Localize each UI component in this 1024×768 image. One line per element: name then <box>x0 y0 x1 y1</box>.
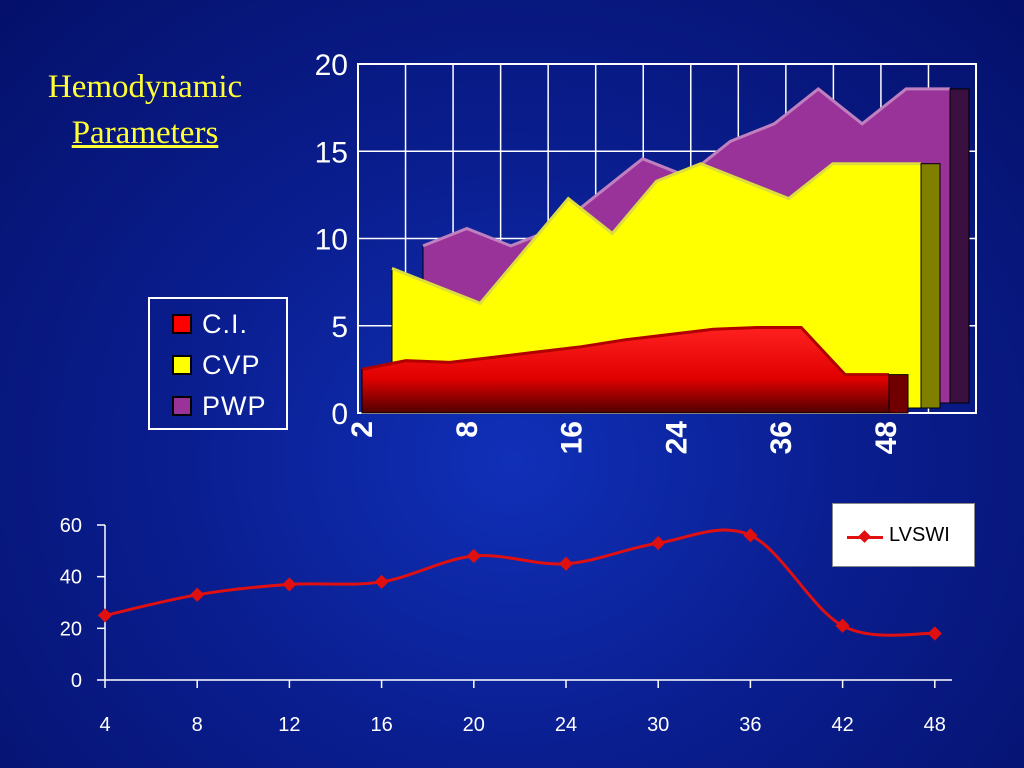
area-y-tick-label: 10 <box>315 224 348 257</box>
lvswi-data-point <box>651 536 666 551</box>
lvswi-data-point <box>835 618 850 633</box>
legend-marker-lvswi <box>858 530 871 543</box>
line-y-tick-label: 20 <box>60 618 82 640</box>
legend-swatch-ci <box>172 314 192 334</box>
area-series-top-edge <box>391 162 921 306</box>
lvswi-data-point <box>374 574 389 589</box>
legend-swatch-pwp <box>172 396 192 416</box>
legend-item-cvp: CVP <box>172 348 261 382</box>
area-x-tick-label: 8 <box>451 421 484 438</box>
line-x-tick-label: 4 <box>99 714 110 736</box>
line-x-tick-label: 42 <box>831 714 853 736</box>
line-x-tick-label: 8 <box>192 714 203 736</box>
area-y-tick-label: 5 <box>331 311 348 344</box>
line-y-tick-label: 0 <box>71 670 82 692</box>
lvswi-data-point <box>743 528 758 543</box>
title-line-1: Hemodynamic <box>47 69 243 105</box>
area-series-side-face <box>920 163 941 409</box>
lvswi-data-point <box>97 608 113 623</box>
area-x-tick-label: 48 <box>870 421 903 454</box>
area-y-tick-label: 20 <box>315 49 348 82</box>
title-line-2: Parameters <box>71 115 219 151</box>
line-y-tick-label: 60 <box>60 515 82 537</box>
area-series-side-face <box>949 88 970 404</box>
line-x-tick-label: 30 <box>647 714 669 736</box>
area-series-top-edge <box>361 326 889 377</box>
area-x-tick-label: 36 <box>765 421 798 454</box>
legend-item-ci: C.I. <box>172 307 248 341</box>
line-x-tick-label: 16 <box>370 714 392 736</box>
lvswi-data-point <box>466 548 481 564</box>
line-x-tick-label: 24 <box>555 714 577 736</box>
line-x-tick-label: 36 <box>739 714 761 736</box>
line-chart-legend: LVSWI <box>832 503 975 567</box>
lvswi-data-point <box>558 556 574 571</box>
lvswi-data-point <box>190 587 205 602</box>
area-chart-series <box>361 86 970 414</box>
legend-label-ci: C.I. <box>202 308 249 339</box>
legend-swatch-cvp <box>172 355 192 375</box>
line-x-tick-label: 12 <box>278 714 300 736</box>
legend-item-pwp: PWP <box>172 389 267 423</box>
legend-label-lvswi: LVSWI <box>889 524 950 546</box>
legend-label-pwp: PWP <box>202 390 267 421</box>
area-chart-legend: C.I. CVP PWP <box>148 297 288 430</box>
line-y-tick-label: 40 <box>60 567 82 589</box>
area-y-tick-label: 0 <box>331 398 348 431</box>
lvswi-data-point <box>282 577 297 592</box>
area-chart-labels: 0 5 10 15 20 2 8 16 24 36 48 <box>315 49 903 454</box>
area-x-tick-label: 24 <box>660 421 693 455</box>
slide-title: Hemodynamic Parameters <box>10 64 280 156</box>
lvswi-series-line <box>104 528 935 637</box>
legend-label-cvp: CVP <box>202 349 261 380</box>
area-series-side-face <box>888 374 909 414</box>
area-y-tick-label: 15 <box>315 136 348 169</box>
area-x-tick-label: 2 <box>346 421 379 438</box>
line-x-tick-label: 48 <box>924 714 946 736</box>
line-x-tick-label: 20 <box>463 714 485 736</box>
area-x-tick-label: 16 <box>556 421 589 454</box>
lvswi-data-point <box>927 626 942 641</box>
